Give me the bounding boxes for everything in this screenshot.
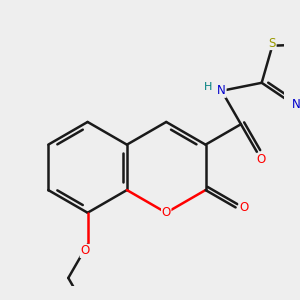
Text: H: H (204, 82, 212, 92)
Text: O: O (257, 153, 266, 166)
Text: S: S (268, 37, 276, 50)
Text: N: N (292, 98, 300, 111)
Text: O: O (162, 206, 171, 219)
Text: O: O (239, 201, 248, 214)
Text: O: O (80, 244, 89, 257)
Text: N: N (217, 84, 226, 97)
